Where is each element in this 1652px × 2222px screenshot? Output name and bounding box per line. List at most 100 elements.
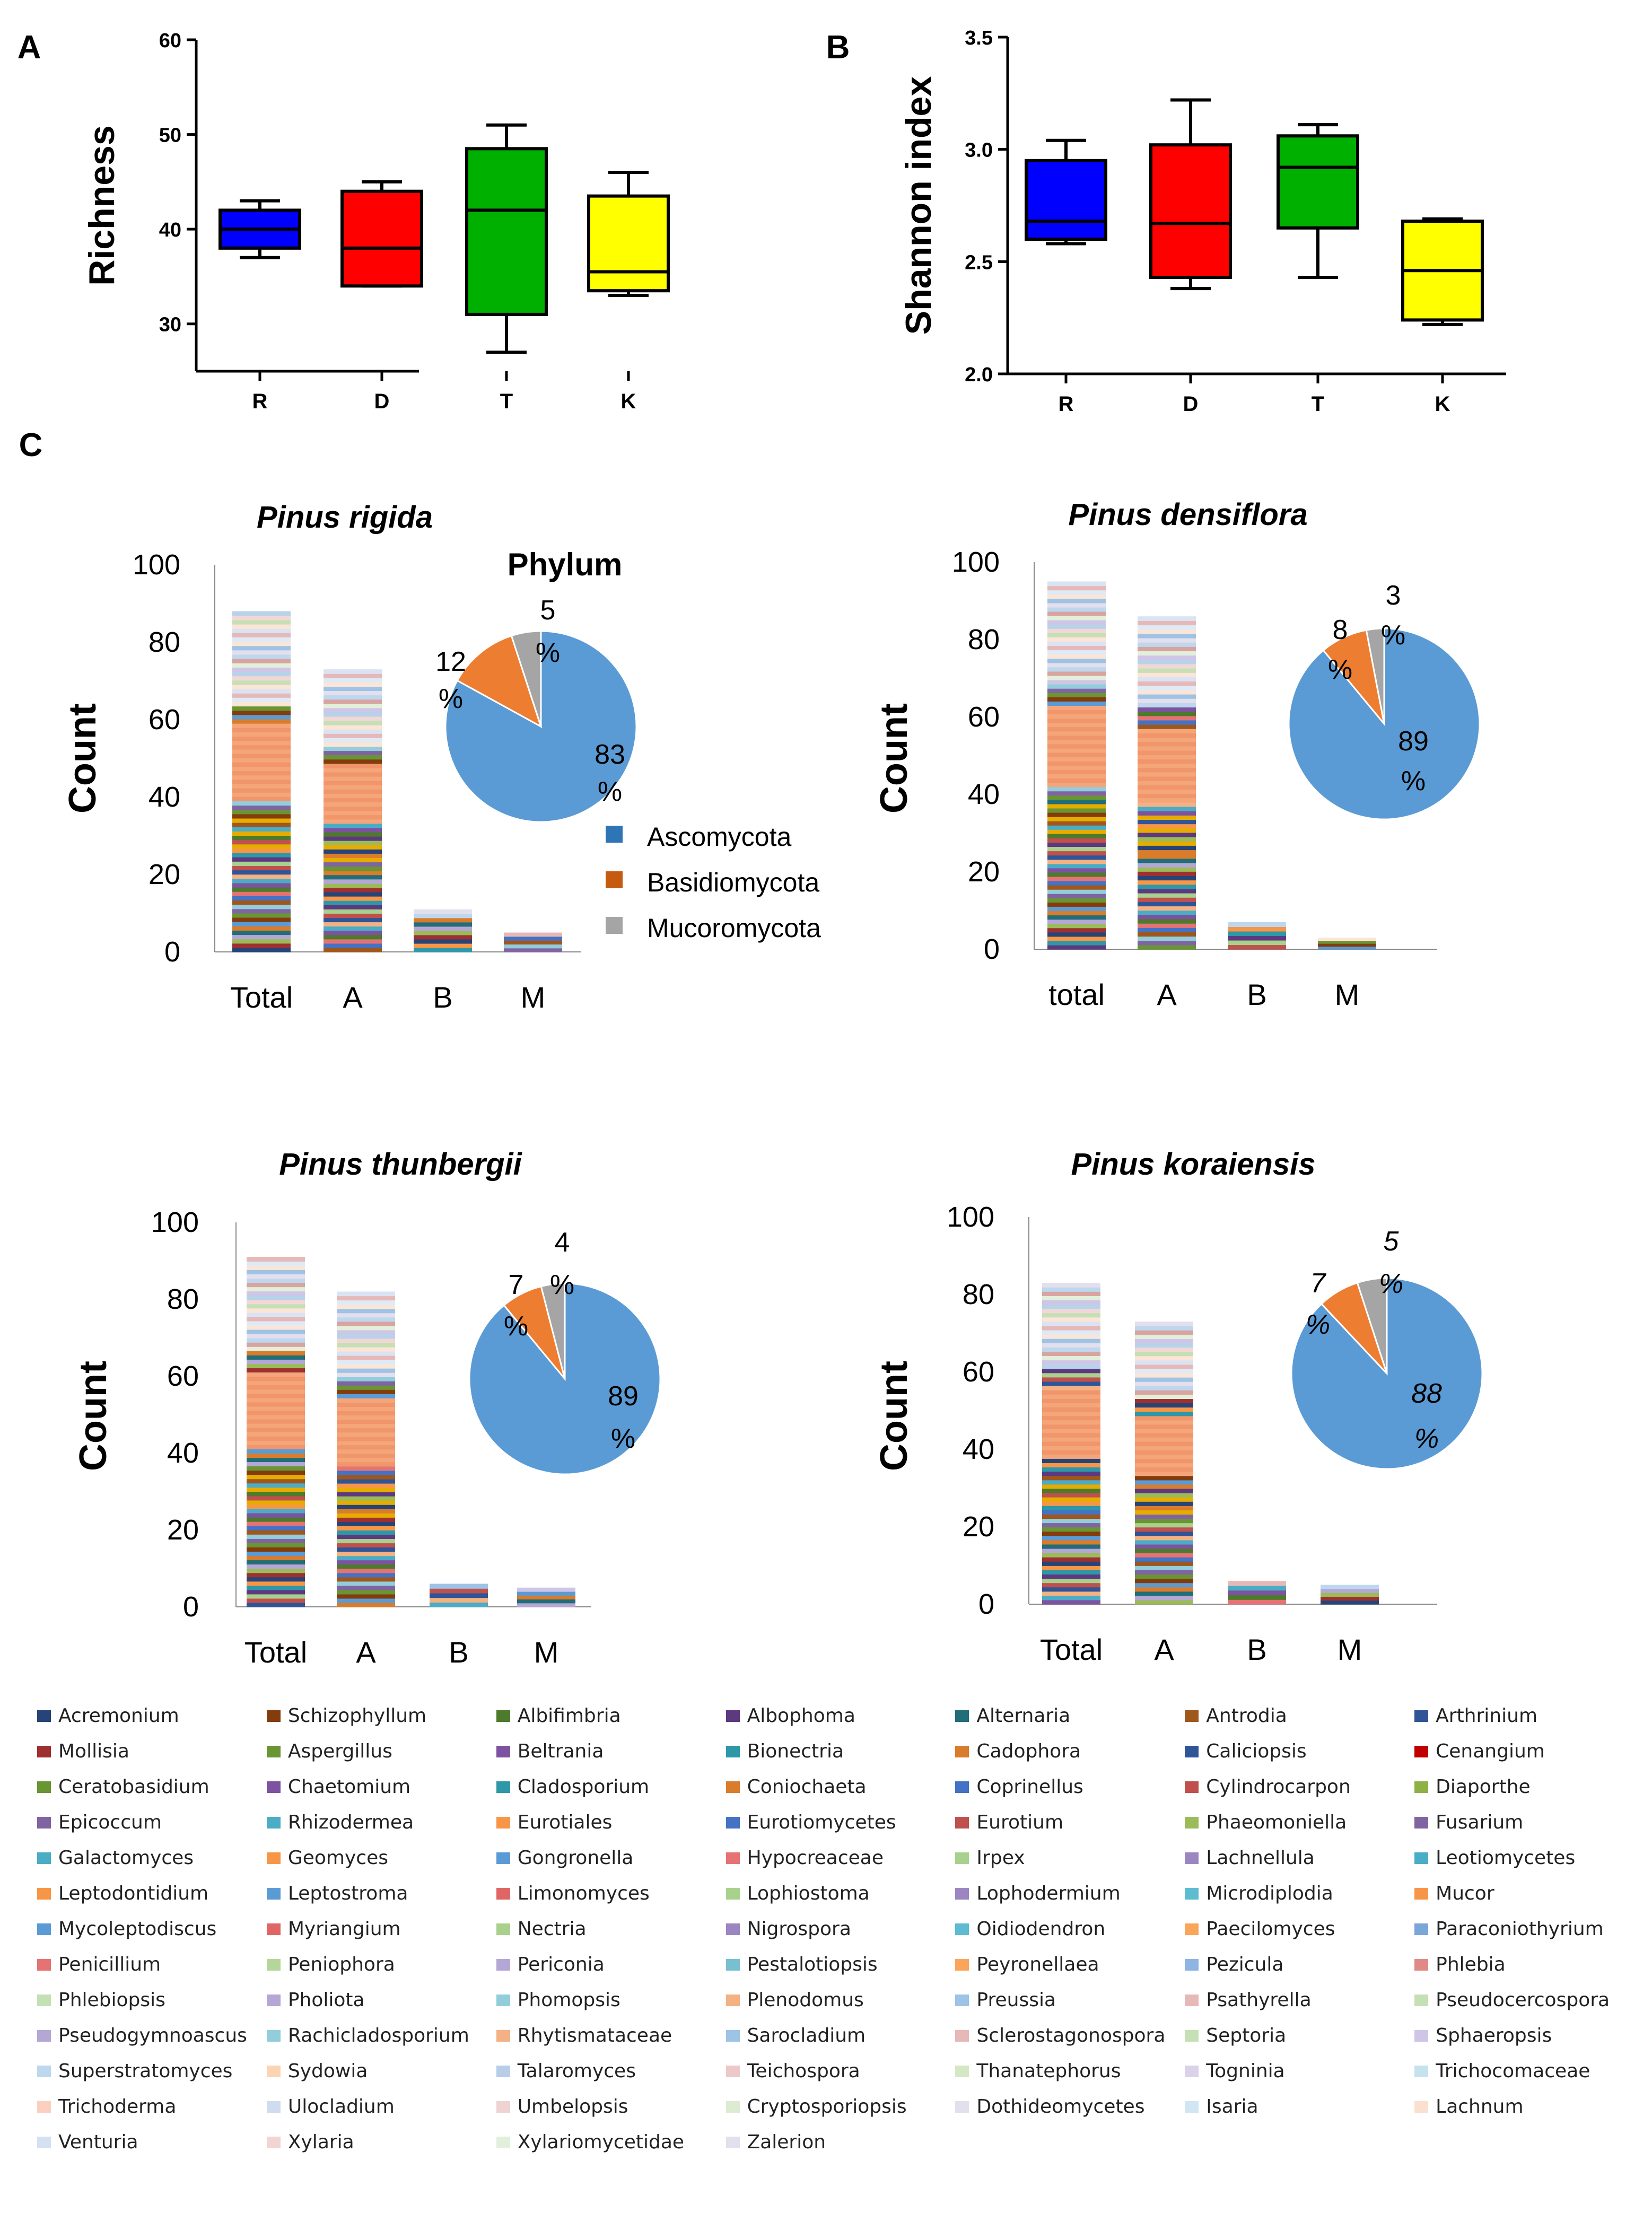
bar-segment: [232, 758, 291, 763]
legend-item: Caliciopsis: [1185, 1740, 1409, 1762]
bar-segment: [1228, 1585, 1286, 1591]
bar-segment: [1047, 735, 1106, 740]
legend-item: Rhizodermea: [266, 1812, 491, 1833]
bar-segment: [1042, 1497, 1100, 1502]
pie-label-percent: %: [611, 1423, 635, 1454]
y-tick-label: 3.0: [965, 139, 993, 162]
legend-swatch: [266, 2136, 281, 2148]
pie-slice-Mucoromycota: [510, 630, 542, 727]
bar-segment: [324, 763, 382, 768]
bar-segment: [247, 1495, 305, 1501]
bar-segment: [232, 783, 291, 789]
bar-segment: [1047, 616, 1106, 620]
bar-segment: [232, 611, 291, 616]
y-tick-label: 60: [148, 704, 180, 736]
bar-segment: [1138, 616, 1196, 621]
legend-item: Alternaria: [955, 1705, 1179, 1727]
x-tick-label: D: [1183, 392, 1199, 416]
bar-segment: [1135, 1484, 1193, 1489]
bar-segment: [517, 1587, 575, 1592]
bar-segment: [1042, 1574, 1100, 1579]
bar-segment: [232, 939, 291, 944]
bar-segment: [1047, 834, 1106, 838]
bar-segment: [1042, 1394, 1100, 1399]
bar-segment: [247, 1270, 305, 1275]
bar-segment: [1042, 1514, 1100, 1519]
bar-segment: [1135, 1506, 1193, 1510]
legend-item: Cladosporium: [496, 1776, 721, 1798]
legend-swatch: [726, 1816, 740, 1829]
bar-segment: [232, 878, 291, 883]
legend-swatch: [1414, 1994, 1429, 2006]
bar-segment: [1047, 902, 1106, 907]
bar-segment: [324, 673, 382, 678]
legend-item: Xylariomycetidae: [496, 2131, 721, 2153]
bar-segment: [1135, 1424, 1193, 1429]
bar-segment: [247, 1363, 305, 1369]
bar-segment: [1138, 629, 1196, 634]
bar-segment: [324, 810, 382, 816]
bar-segment: [1135, 1561, 1193, 1566]
legend-swatch: [266, 1923, 281, 1935]
bar-segment: [1135, 1415, 1193, 1421]
legend-swatch: [496, 1745, 510, 1757]
bar-segment: [324, 853, 382, 858]
legend-item: Chaetomium: [266, 1776, 491, 1798]
bar-segment: [324, 879, 382, 884]
legend-label: Talaromyces: [517, 2060, 636, 2082]
stacked-bar-A: [324, 669, 382, 952]
bar-segment: [337, 1496, 395, 1501]
bar-segment: [1135, 1454, 1193, 1459]
bar-segment: [1138, 681, 1196, 686]
legend-label: Diaporthe: [1436, 1776, 1531, 1798]
bar-segment: [247, 1372, 305, 1377]
y-tick-label: 2.0: [965, 364, 993, 386]
legend-item: Septoria: [1185, 2025, 1409, 2046]
bar-segment: [324, 729, 382, 734]
bar-segment: [247, 1589, 305, 1595]
bar-segment: [1047, 799, 1106, 804]
barpie-panel-1: Pinus densiflora 0 20 40 60 80 100 Count total A B…: [873, 497, 1481, 1011]
bar-segment: [324, 845, 382, 850]
bar-segment: [1042, 1407, 1100, 1412]
pie-label-value: 89: [1398, 726, 1429, 757]
bar-segment: [1138, 646, 1196, 652]
bar-segment: [232, 671, 291, 677]
bar-segment: [1138, 659, 1196, 664]
panel-title: Pinus rigida: [257, 500, 433, 535]
bar-segment: [1047, 919, 1106, 924]
bar-segment: [337, 1402, 395, 1407]
bar-segment: [247, 1265, 305, 1270]
legend-label: Paecilomyces: [1206, 1918, 1335, 1940]
x-tick-label: B: [1247, 978, 1266, 1011]
bar-segment: [1047, 675, 1106, 680]
legend-item: Acremonium: [37, 1705, 261, 1727]
bar-segment: [337, 1317, 395, 1322]
legend-item: Superstratomyces: [37, 2060, 261, 2082]
legend-item: Ulocladium: [266, 2096, 491, 2118]
bar-segment: [337, 1406, 395, 1412]
bar-segment: [1047, 688, 1106, 693]
legend-item: Mollisia: [37, 1740, 261, 1762]
bar-segment: [247, 1534, 305, 1539]
bar-segment: [1042, 1553, 1100, 1558]
bar-segment: [1138, 642, 1196, 647]
legend-item: Antrodia: [1185, 1705, 1409, 1727]
bar-segment: [1047, 944, 1106, 950]
y-tick-label: 80: [963, 1279, 994, 1310]
bar-segment: [1135, 1514, 1193, 1519]
legend-label: Eurotium: [976, 1812, 1064, 1833]
bar-segment: [247, 1312, 305, 1317]
bar-segment: [1318, 938, 1376, 941]
bar-segment: [337, 1492, 395, 1497]
bar-segment: [247, 1402, 305, 1407]
legend-swatch: [496, 2136, 510, 2148]
bar-segment: [232, 693, 291, 698]
bar-segment: [414, 934, 472, 940]
bar-segment: [1042, 1390, 1100, 1395]
bar-segment: [1138, 785, 1196, 790]
bar-segment: [414, 947, 472, 952]
bar-segment: [414, 917, 472, 923]
bar-segment: [247, 1547, 305, 1552]
bar-segment: [430, 1588, 488, 1594]
